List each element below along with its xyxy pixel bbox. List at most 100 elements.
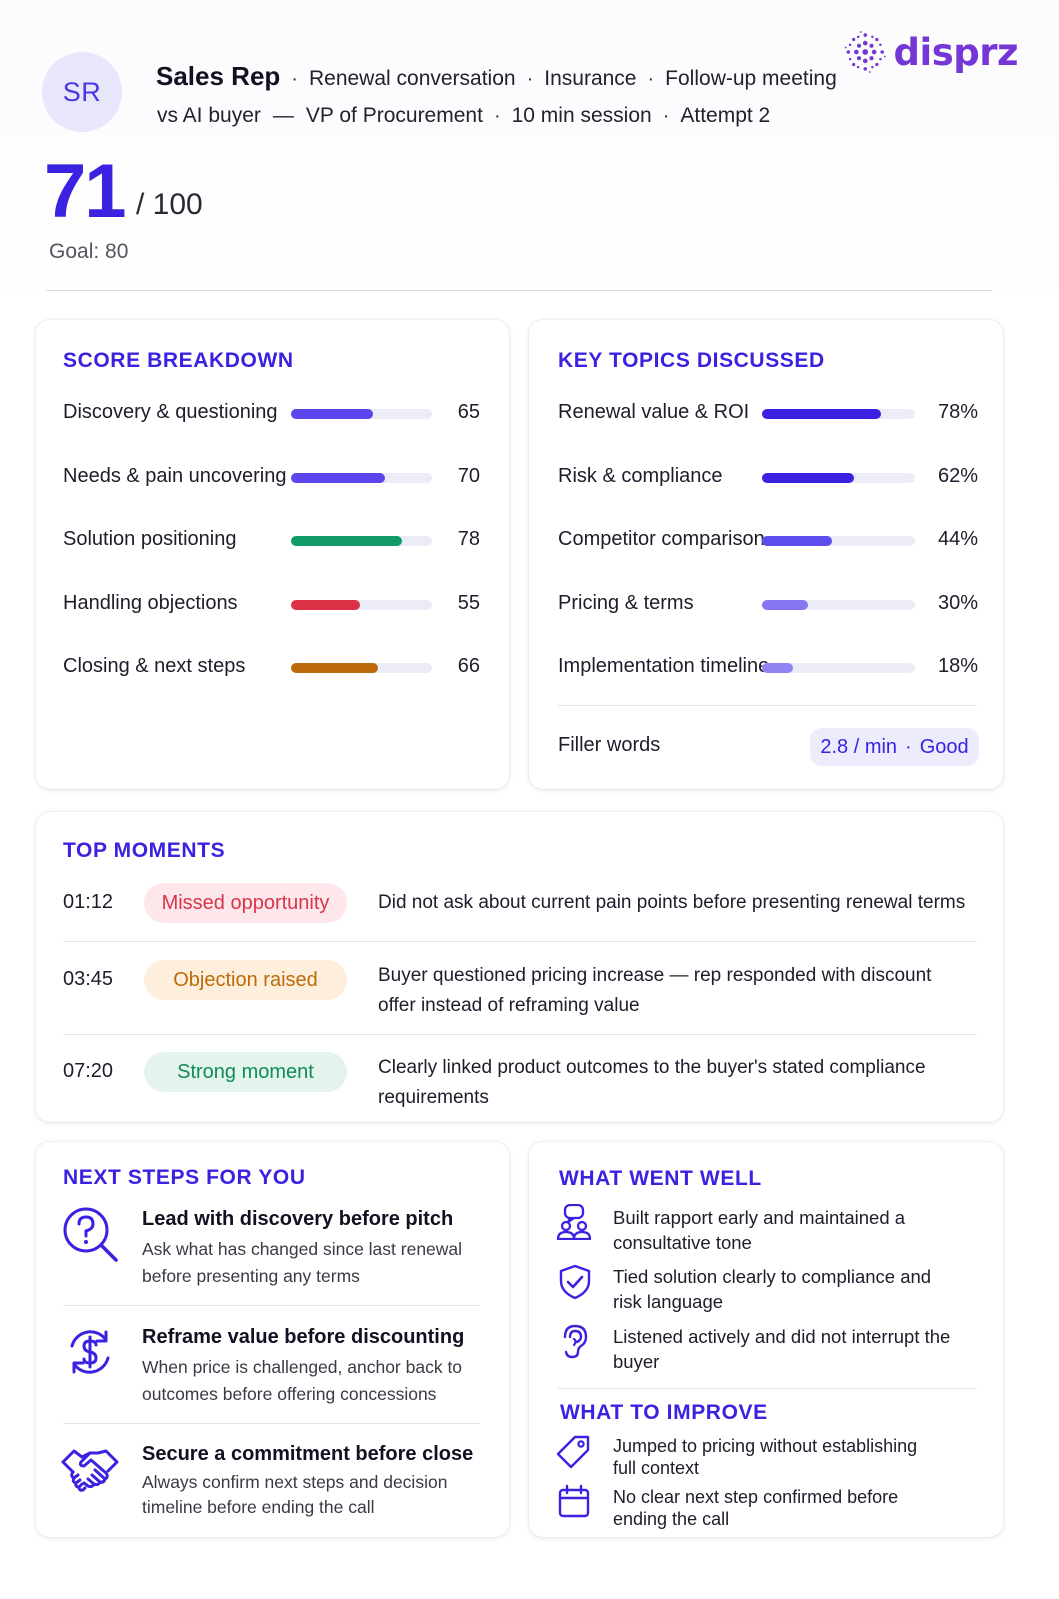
topic-row-label: Renewal value & ROI <box>558 401 750 423</box>
topic-row-value: 78% <box>937 401 978 423</box>
topic-row-bar-fill <box>762 599 808 610</box>
meta-industry: Insurance <box>544 67 637 90</box>
moment-time: 03:45 <box>63 968 114 990</box>
brand-mark-icon <box>844 31 886 73</box>
key-topics-title: KEY TOPICS DISCUSSED <box>558 349 825 372</box>
topic-row-label: Pricing & terms <box>558 591 694 614</box>
meta-session-length: 10 min session <box>511 104 652 127</box>
topic-row-value: 18% <box>937 655 978 677</box>
moment-divider <box>63 941 977 942</box>
top-moments-title: TOP MOMENTS <box>63 839 226 862</box>
topic-row-value: 62% <box>937 464 978 487</box>
topic-row-bar-track <box>762 599 915 610</box>
score-row-value: 70 <box>457 464 480 487</box>
dollar-cycle-icon <box>70 1330 110 1374</box>
filler-words-badge: 2.8 / min · Good <box>810 728 979 766</box>
meta-separator: · <box>526 68 534 90</box>
next-step-title: Secure a commitment before close <box>142 1443 474 1465</box>
calendar-icon <box>558 1484 590 1518</box>
people-chat-icon <box>556 1204 592 1240</box>
next-step-divider <box>63 1423 480 1424</box>
score-breakdown-card <box>36 320 509 789</box>
went-well-title: WHAT WENT WELL <box>559 1167 762 1190</box>
moment-tag-strong-moment: Strong moment <box>144 1052 347 1092</box>
next-step-description: When price is challenged, anchor back to… <box>142 1357 463 1404</box>
avatar: SR <box>42 52 122 132</box>
topic-row-label: Implementation timeline <box>558 655 770 677</box>
topic-row-bar-fill <box>762 472 854 483</box>
topic-row-bar-track <box>762 663 915 673</box>
topic-row-bar-track <box>762 536 915 546</box>
improve-item: No clear next step confirmed before endi… <box>613 1487 899 1529</box>
next-steps-title: NEXT STEPS FOR YOU <box>63 1166 306 1189</box>
topic-row-bar-fill <box>762 663 793 673</box>
brand-logo: disprz <box>843 26 1019 78</box>
score-row-bar-track <box>291 536 432 546</box>
moment-description: Buyer questioned pricing increase — rep … <box>378 965 932 1016</box>
score-row-bar-track <box>291 472 432 483</box>
score-row-label: Closing & next steps <box>63 655 246 677</box>
brand-name: disprz <box>893 30 1019 74</box>
moment-tag-missed-opportunity: Missed opportunity <box>144 883 347 923</box>
score-row-bar-fill <box>291 599 360 610</box>
next-steps-card <box>36 1142 509 1537</box>
score-row-label: Needs & pain uncovering <box>63 464 287 487</box>
meta-separator: · <box>662 105 670 127</box>
meta-separator: · <box>493 105 501 127</box>
score-row-bar-track <box>291 409 432 419</box>
moment-description: Clearly linked product outcomes to the b… <box>378 1057 926 1108</box>
moment-time: 07:20 <box>63 1060 114 1082</box>
score-row-label: Solution positioning <box>63 528 237 550</box>
score-row-bar-track <box>291 663 432 673</box>
overall-score: 71 <box>44 149 127 234</box>
moment-description: Did not ask about current pain points be… <box>378 892 966 913</box>
next-step-divider <box>63 1305 480 1306</box>
topic-row-bar-track <box>762 472 915 483</box>
filler-words-rating: Good <box>919 735 969 758</box>
filler-words-rate: 2.8 / min <box>820 735 898 758</box>
score-row-bar-track <box>291 599 432 610</box>
topic-row-bar-fill <box>762 536 832 546</box>
rep-name: Sales Rep <box>156 61 281 91</box>
filler-separator: · <box>905 735 912 758</box>
meta-conversation-type: Renewal conversation <box>308 67 516 90</box>
price-tag-icon <box>556 1435 590 1469</box>
meta-separator: · <box>647 68 655 90</box>
score-row-value: 78 <box>457 528 480 550</box>
score-row-value: 55 <box>457 591 480 614</box>
score-row-bar-fill <box>291 663 378 673</box>
session-meta-primary: Sales Rep · Renewal conversation · Insur… <box>156 61 837 95</box>
meta-attempt: Attempt 2 <box>680 104 771 127</box>
went-well-item: Built rapport early and maintained a con… <box>613 1207 906 1253</box>
moment-divider <box>63 1034 977 1035</box>
topic-row-label: Risk & compliance <box>558 464 723 487</box>
score-goal: Goal: 80 <box>49 240 129 263</box>
feedback-divider <box>558 1388 977 1389</box>
topic-row-value: 44% <box>937 528 978 550</box>
feedback-card <box>529 1142 1003 1537</box>
meta-dash: — <box>272 104 294 127</box>
header-divider <box>46 290 992 291</box>
next-step-description: Always confirm next steps and decision t… <box>142 1472 448 1517</box>
handshake-icon <box>61 1449 119 1492</box>
score-row-bar-fill <box>291 472 385 483</box>
improve-item: Jumped to pricing without establishing f… <box>613 1436 918 1478</box>
topic-row-bar-fill <box>762 409 881 419</box>
ear-icon <box>563 1324 588 1359</box>
key-topics-card <box>529 320 1003 789</box>
moment-tag-objection-raised: Objection raised <box>144 960 347 1000</box>
meta-buyer-role: VP of Procurement <box>305 104 483 127</box>
score-row-value: 66 <box>457 655 480 677</box>
topic-row-label: Competitor comparison <box>558 528 765 550</box>
meta-meeting-type: Follow-up meeting <box>665 67 837 90</box>
next-step-title: Reframe value before discounting <box>142 1326 465 1348</box>
moment-time: 01:12 <box>63 891 114 913</box>
score-row-value: 65 <box>457 401 480 423</box>
filler-divider <box>558 705 977 706</box>
topic-row-bar-track <box>762 409 915 419</box>
meta-buyer-prefix: vs AI buyer <box>157 104 261 127</box>
score-max: / 100 <box>136 188 203 221</box>
score-row-label: Discovery & questioning <box>63 401 278 423</box>
score-row-bar-fill <box>291 536 402 546</box>
score-row-label: Handling objections <box>63 591 238 614</box>
